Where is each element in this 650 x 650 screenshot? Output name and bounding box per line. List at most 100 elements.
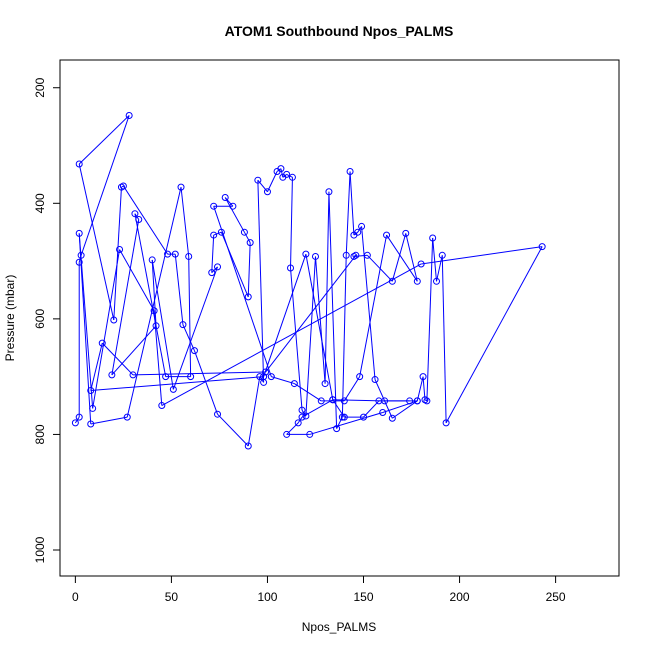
series-segment (282, 174, 287, 178)
series-segment (366, 254, 393, 282)
x-axis: 0 50 100 150 200 250 (72, 576, 566, 604)
series-segment (224, 197, 245, 233)
data-point (379, 408, 387, 416)
data-point (77, 251, 85, 259)
series-segment (421, 246, 543, 265)
data-point (185, 252, 193, 260)
data-point (413, 397, 421, 405)
series-segment (113, 187, 122, 321)
series-segment (436, 255, 443, 282)
data-point (298, 413, 306, 421)
data-point (262, 368, 270, 376)
series-segment (182, 324, 195, 351)
data-point (229, 202, 237, 210)
series-segment (247, 242, 251, 297)
series-segment (276, 168, 282, 172)
series-segment (151, 259, 157, 326)
series-segment (305, 254, 334, 400)
data-point (87, 420, 95, 428)
data-point (419, 373, 427, 381)
series-segment (211, 235, 215, 273)
y-axis-label: Pressure (mbar) (3, 275, 17, 362)
series-segment (328, 191, 338, 429)
data-point (267, 373, 275, 381)
data-point (356, 373, 364, 381)
series-segment (161, 263, 422, 406)
series-segment (174, 254, 184, 325)
data-point (164, 250, 172, 258)
data-point (210, 202, 218, 210)
data-point (294, 419, 302, 427)
data-point (329, 396, 337, 404)
series-segment (90, 343, 103, 391)
data-point (333, 425, 341, 433)
series-segment (305, 256, 316, 416)
series-segment (314, 256, 326, 384)
series-segment (151, 259, 174, 390)
series-segment (445, 246, 543, 424)
data-point (75, 258, 83, 266)
data-point (423, 397, 431, 405)
x-axis-label: Npos_PALMS (302, 620, 376, 634)
series-segment (90, 416, 128, 425)
data-point (340, 413, 348, 421)
data-point (360, 413, 368, 421)
series-segment (361, 226, 376, 380)
series-segment (301, 399, 334, 418)
series-segment (78, 163, 115, 321)
data-point (179, 321, 187, 329)
data-point (148, 256, 156, 264)
series-segment (422, 376, 426, 400)
data-point (325, 188, 333, 196)
data-point (340, 397, 348, 405)
series-segment (217, 413, 249, 447)
data-point (221, 194, 229, 202)
series-segment (263, 253, 307, 377)
data-point (375, 397, 383, 405)
data-point (98, 339, 106, 347)
y-tick-label: 600 (33, 309, 47, 329)
data-point (187, 373, 195, 381)
data-point (177, 183, 185, 191)
series-segment (363, 400, 380, 418)
series-segment (119, 249, 155, 312)
series-segment (374, 379, 393, 419)
data-point (302, 412, 310, 420)
series-segment (441, 255, 447, 423)
data-point (402, 229, 410, 237)
data-point (244, 293, 252, 301)
data-point (169, 385, 177, 393)
data-point (311, 252, 319, 260)
series-segment (257, 180, 265, 383)
data-point (89, 404, 97, 412)
series-segment (213, 206, 272, 377)
data-point (208, 269, 216, 277)
series-segment (324, 191, 330, 384)
data-point (246, 239, 254, 247)
data-point (321, 380, 329, 388)
series-segment (265, 254, 357, 373)
series-segment (405, 233, 418, 282)
series-segment (78, 115, 130, 165)
series-segment (353, 231, 359, 236)
x-tick-label: 50 (165, 590, 179, 604)
series-segment (280, 168, 284, 178)
data-point (290, 380, 298, 388)
data-point (256, 373, 264, 381)
series-segment (153, 310, 163, 406)
data-point (358, 222, 366, 230)
data-point (438, 251, 446, 259)
data-point (283, 430, 291, 438)
data-point (123, 413, 131, 421)
data-point (217, 228, 225, 236)
series-segment (172, 266, 218, 390)
series-segment (78, 233, 92, 425)
series-segment (211, 266, 218, 273)
series-segment (213, 231, 222, 236)
data-point (135, 215, 143, 223)
data-point (388, 414, 396, 422)
data-point (263, 188, 271, 196)
series-segment (180, 187, 190, 257)
chart-title: ATOM1 Southbound Npos_PALMS (225, 23, 454, 39)
